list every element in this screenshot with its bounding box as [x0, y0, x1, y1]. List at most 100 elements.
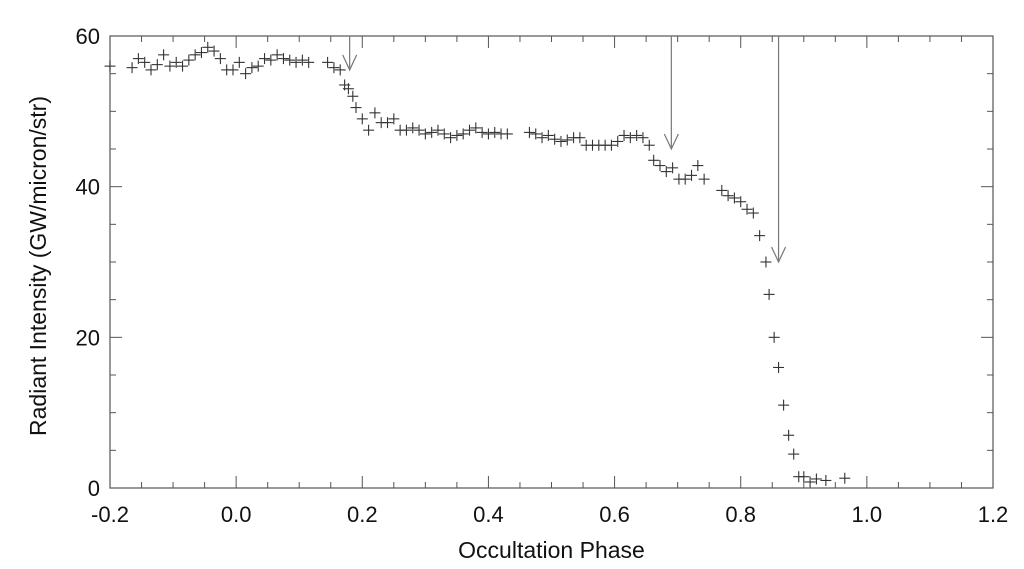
data-point [773, 361, 785, 373]
annotation-arrow [771, 36, 787, 264]
data-point [382, 117, 394, 129]
data-point [334, 64, 346, 76]
data-point [735, 196, 747, 208]
data-point [227, 64, 239, 76]
y-tick-label: 20 [76, 325, 100, 350]
data-point [265, 54, 277, 66]
annotation-arrows [342, 36, 787, 264]
data-point [470, 122, 482, 134]
data-point [783, 429, 795, 441]
data-point [296, 54, 308, 66]
data-point [413, 124, 425, 136]
data-point [158, 49, 170, 61]
data-point [820, 474, 832, 486]
y-tick-label: 40 [76, 175, 100, 200]
data-point [347, 90, 359, 102]
data-point [561, 134, 573, 146]
data-point [530, 128, 542, 140]
data-point [132, 53, 144, 65]
data-point [369, 107, 381, 119]
data-points [104, 41, 851, 488]
data-point [328, 62, 340, 74]
data-point [788, 448, 800, 460]
data-point [451, 129, 463, 141]
data-point [618, 129, 630, 141]
data-point [536, 132, 548, 144]
x-tick-label: 0.8 [725, 502, 756, 527]
data-point [126, 62, 138, 74]
data-point [388, 113, 400, 125]
data-point [476, 126, 488, 138]
x-tick-label: -0.2 [91, 502, 129, 527]
data-point [214, 53, 226, 65]
data-point [624, 132, 636, 144]
data-point [363, 124, 375, 136]
data-point [716, 184, 728, 196]
data-point [177, 60, 189, 72]
data-point [457, 128, 469, 140]
data-point [555, 135, 567, 147]
data-point [763, 288, 775, 300]
data-point [612, 135, 624, 147]
data-point [240, 68, 252, 80]
axis-ticks [109, 35, 994, 489]
x-axis-title: Occultation Phase [458, 537, 645, 563]
data-point [747, 207, 759, 219]
data-point [654, 160, 666, 172]
data-point [233, 56, 245, 68]
data-point [189, 49, 201, 61]
data-point [202, 41, 214, 53]
data-point [542, 129, 554, 141]
data-point [104, 60, 116, 72]
data-point [170, 56, 182, 68]
data-point [164, 60, 176, 72]
data-point [778, 399, 790, 411]
plot-area-border [109, 35, 994, 489]
data-point [438, 128, 450, 140]
data-point [284, 54, 296, 66]
data-point [839, 472, 851, 484]
data-point [419, 128, 431, 140]
data-point [489, 126, 501, 138]
data-point [445, 132, 457, 144]
data-point [679, 173, 691, 185]
data-point [290, 56, 302, 68]
data-point [631, 129, 643, 141]
data-point [798, 471, 810, 483]
plot-frame [109, 35, 994, 489]
data-point [400, 124, 412, 136]
data-point [549, 133, 561, 145]
data-point [145, 64, 157, 76]
data-point [139, 56, 151, 68]
data-point [252, 60, 264, 72]
annotation-arrow [663, 36, 679, 151]
data-point [660, 166, 672, 178]
data-point [728, 192, 740, 204]
data-point [151, 59, 163, 71]
data-point [303, 56, 315, 68]
x-tick-label: 0.4 [473, 502, 504, 527]
data-point [277, 53, 289, 65]
data-point [686, 169, 698, 181]
annotation-arrow [342, 36, 358, 72]
data-point [648, 154, 660, 166]
data-point [692, 160, 704, 172]
data-point [698, 173, 710, 185]
y-tick-label: 0 [88, 476, 100, 501]
y-axis-title: Radiant Intensity (GW/micron/str) [25, 96, 51, 436]
data-point [246, 62, 258, 74]
x-tick-label: 0.6 [599, 502, 630, 527]
data-point [195, 47, 207, 59]
data-point [804, 476, 816, 488]
data-point [322, 56, 334, 68]
data-point [643, 139, 655, 151]
x-tick-label: 0.2 [347, 502, 378, 527]
data-point [523, 126, 535, 138]
data-point [768, 331, 780, 343]
data-point [754, 230, 766, 242]
x-tick-labels: -0.2 0.0 0.2 0.4 0.6 0.8 1.0 1.2 [91, 502, 1008, 527]
data-point [760, 256, 772, 268]
data-point [350, 102, 362, 114]
data-point [722, 190, 734, 202]
